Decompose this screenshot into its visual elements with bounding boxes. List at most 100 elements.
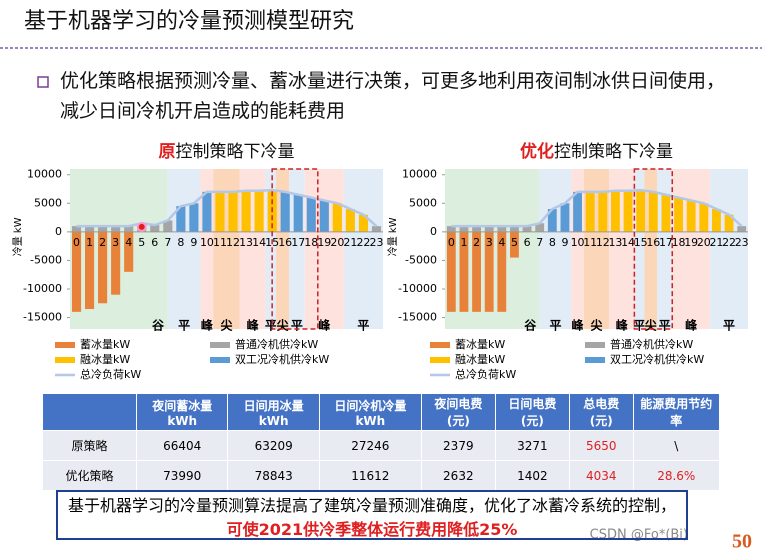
bar [598,191,608,232]
legend-label: 融冰量kW [80,353,130,366]
legend-swatch [55,357,75,363]
period-label: 峰 [201,318,214,333]
x-tick-label: 9 [190,236,197,249]
table-cell: 优化策略 [42,460,137,491]
bar [71,231,82,312]
x-tick-label: 8 [177,236,184,249]
y-tick-label: -10000 [23,282,62,295]
y-tick-label: -15000 [398,311,437,324]
header-cell: 日间用冰量kWh [227,393,320,431]
bar [189,203,199,232]
legend-swatch [55,342,75,348]
table-cell: \ [632,430,721,461]
bar [98,226,108,232]
period-label: 平 [723,319,735,333]
chart: 原控制策略下冷量谷平峰尖峰平尖平峰平1000050000-5000-10000-… [11,142,383,381]
x-tick-label: 5 [138,236,145,249]
bar [611,190,620,232]
x-tick-label: 22 [722,236,736,249]
bar [176,206,186,232]
legend-label: 总冷负荷kW [80,367,141,381]
period-label: 平 [357,319,369,333]
slide-title: 基于机器学习的冷量预测模型研究 [24,9,354,34]
x-tick-label: 7 [164,236,171,249]
x-tick-label: 17 [291,236,305,249]
x-tick-label: 0 [448,236,455,249]
x-tick-label: 4 [498,236,505,249]
x-tick-label: 10 [200,236,214,249]
page-number: 50 [732,531,752,553]
chart-title-text: 控制策略下冷量 [554,142,673,162]
table-cell: 73990 [135,460,229,491]
bar [560,203,570,232]
bar [254,190,264,232]
chart-title: 原控制策略下冷量 [159,142,295,162]
header-cell: 夜间蓄冰量kWh [135,393,229,431]
bar [737,226,747,232]
table-cell: 4034 [568,460,634,491]
bar [124,231,134,272]
legend-label: 普通冷机供冷kW [235,337,318,351]
legend-swatch [585,342,605,348]
bar [459,226,469,232]
x-tick-label: 8 [549,236,556,249]
period-label: 峰 [572,318,585,333]
table-cell: 28.6% [632,460,721,491]
table-cell: 27246 [318,430,422,461]
y-tick-label: 10000 [27,168,62,181]
legend-label: 双工况冷机供冷kW [610,352,704,366]
period-label: 平 [633,319,645,333]
period-label: 尖 [277,318,289,333]
x-tick-label: 14 [252,236,266,249]
period-band [265,169,277,329]
x-tick-label: 19 [317,236,331,249]
bar [497,226,507,232]
chart: 优化控制策略下冷量谷平峰尖峰平尖平峰平1000050000-5000-10000… [386,141,749,381]
x-tick-label: 5 [511,236,518,249]
x-tick-label: 18 [672,236,686,249]
header-cell: 夜间电费(元) [420,393,496,431]
period-label: 尖 [220,318,232,333]
bar [111,226,121,232]
table-cell: 5650 [568,430,634,461]
summary-text: 基于机器学习的冷量预测算法提高了建筑冷量预测准确度，优化了冰蓄冷系统的控制， [67,496,676,515]
period-label: 平 [291,319,303,333]
x-tick-label: 14 [621,236,635,249]
table-cell: 原策略 [42,430,137,461]
period-label: 平 [549,319,561,333]
x-tick-label: 22 [356,236,370,249]
bar [293,194,303,232]
y-tick-label: -5000 [30,253,62,266]
period-label: 平 [178,319,190,333]
header-cell: 日间冷机冷量kWh [318,393,422,431]
table-row: 原策略 66404 63209 27246 2379 3271 5650 \ [42,430,721,461]
bar [484,231,494,312]
bar [497,231,507,312]
x-tick-label: 2 [99,236,106,249]
table-cell: 3271 [494,430,570,461]
x-tick-label: 21 [709,236,723,249]
x-tick-label: 11 [583,236,597,249]
summary-highlight: 可使2021供冷季整体运行费用降低25% [226,520,518,539]
bullet-icon [37,76,49,88]
header-row: 夜间蓄冰量kWh 日间用冰量kWh 日间冷机冷量kWh 夜间电费(元) 日间电费(元) 总… [42,393,721,431]
y-tick-label: 0 [430,225,437,238]
y-tick-label: 10000 [402,168,437,181]
y-axis-label: 冷量 kW [386,217,399,256]
bar [636,190,646,232]
header-cell: 总电费(元) [568,393,634,431]
legend-label: 总冷负荷kW [455,367,516,381]
y-tick-label: 5000 [34,196,62,209]
bar [522,226,532,232]
bar [228,191,238,232]
x-tick-label: 17 [659,236,673,249]
bar [111,231,121,295]
x-tick-label: 0 [73,236,80,249]
table-row: 优化策略 73990 78843 11612 2632 1402 4034 28.6% [42,460,721,491]
bar [623,190,633,232]
x-tick-label: 12 [226,236,240,249]
x-tick-label: 11 [213,236,227,249]
line [76,188,378,228]
bar [332,203,342,232]
period-label: 尖 [590,318,602,333]
